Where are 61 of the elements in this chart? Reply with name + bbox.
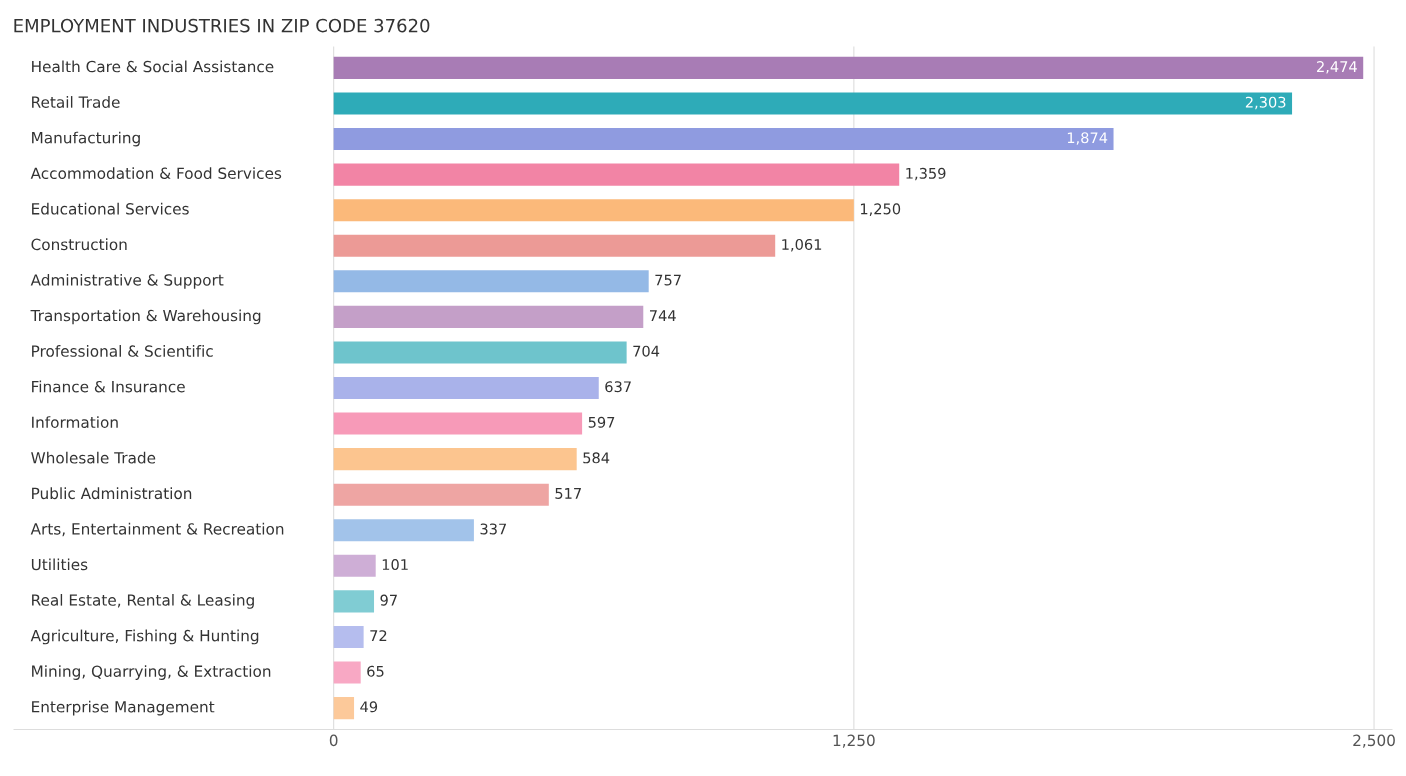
bar: [333, 56, 1364, 79]
data-label: 1,874: [1067, 132, 1108, 145]
data-label: 704: [633, 345, 660, 357]
bar: [333, 625, 364, 648]
y-tick-label: Mining, Quarrying, & Extraction: [32, 665, 271, 680]
y-tick-label: Arts, Entertainment & Recreation: [30, 522, 284, 537]
bar: [333, 448, 577, 471]
data-label: 517: [555, 488, 581, 499]
bar: [333, 199, 854, 222]
data-label: 744: [649, 310, 676, 321]
data-label: 637: [605, 381, 631, 393]
data-label: 597: [588, 416, 615, 428]
y-tick-label: Enterprise Management: [32, 700, 215, 716]
bar: [333, 234, 776, 257]
data-label: 757: [655, 274, 681, 286]
data-label: 1,359: [906, 167, 946, 181]
bar: [333, 376, 599, 400]
data-label: 2,303: [1245, 96, 1286, 110]
y-tick-label: Public Administration: [32, 487, 192, 500]
y-tick-label: Professional & Scientific: [32, 345, 213, 357]
data-label: 49: [360, 701, 378, 713]
data-label: 1,250: [860, 203, 901, 216]
data-label: 1,061: [782, 238, 822, 252]
data-label: 97: [380, 594, 397, 606]
y-tick-label: Health Care & Social Assistance: [32, 60, 274, 73]
bar: [333, 554, 376, 577]
data-label: 2,474: [1317, 61, 1357, 74]
bar: [333, 163, 900, 186]
y-tick-label: Utilities: [31, 558, 88, 571]
x-tick-label: 0: [329, 734, 338, 747]
y-tick-label: Accommodation & Food Services: [30, 167, 282, 180]
bar: [333, 590, 375, 613]
y-tick-label: Retail Trade: [32, 96, 120, 108]
y-tick-label: Administrative & Support: [30, 273, 224, 289]
bar: [333, 483, 549, 506]
data-label: 101: [382, 559, 408, 571]
chart-title: EMPLOYMENT INDUSTRIES IN ZIP CODE 37620: [14, 18, 430, 33]
x-tick-label: 2,500: [1353, 734, 1395, 748]
y-tick-label: Finance & Insurance: [32, 380, 185, 393]
data-label: 584: [583, 452, 610, 464]
bar: [333, 92, 1293, 115]
data-label: 65: [367, 665, 384, 677]
x-tick-label: 1,250: [833, 734, 875, 748]
bar: [333, 305, 644, 328]
y-tick-label: Agriculture, Fishing & Hunting: [30, 629, 259, 645]
bar: [333, 270, 649, 293]
y-tick-label: Transportation & Warehousing: [30, 309, 261, 325]
y-tick-label: Construction: [31, 238, 127, 251]
y-tick-label: Manufacturing: [32, 131, 140, 147]
bar: [333, 697, 355, 720]
bar: [333, 412, 583, 435]
data-label: 72: [370, 630, 387, 641]
y-tick-label: Wholesale Trade: [31, 451, 156, 464]
bar: [333, 341, 627, 364]
y-tick-label: Educational Services: [32, 202, 189, 215]
bar: [333, 661, 361, 684]
y-tick-label: Information: [32, 416, 118, 428]
data-label: 337: [480, 523, 507, 535]
bar: [333, 128, 1114, 151]
y-tick-label: Real Estate, Rental & Leasing: [32, 594, 254, 609]
bar: [333, 519, 474, 542]
